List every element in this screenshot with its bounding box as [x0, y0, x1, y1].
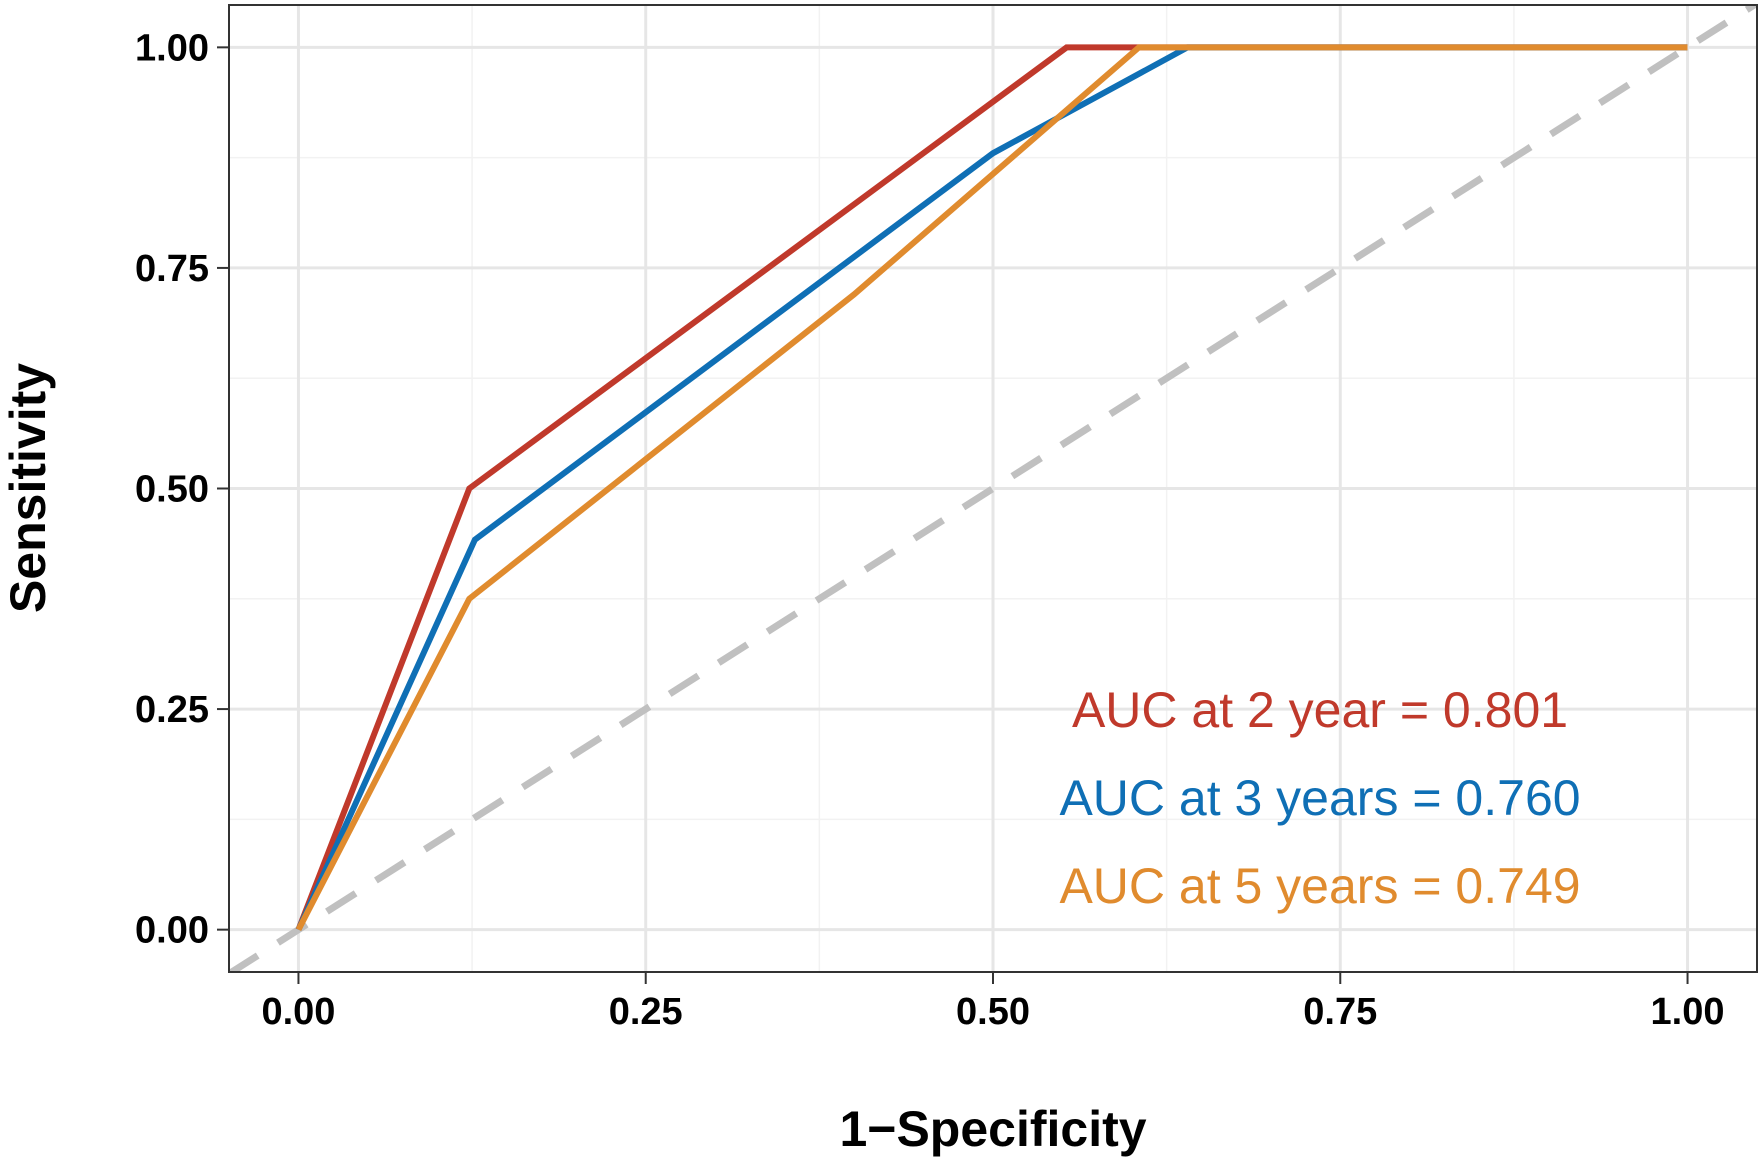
x-tick-label: 1.00 [1651, 991, 1725, 1033]
y-tick-label: 0.50 [135, 469, 209, 511]
auc-annotation-2-year: AUC at 2 year = 0.801 [1072, 682, 1568, 738]
x-tick-label: 0.25 [609, 991, 683, 1033]
auc-annotation-5-years: AUC at 5 years = 0.749 [1059, 858, 1580, 914]
grid [229, 5, 1757, 972]
auc-annotation-3-years: AUC at 3 years = 0.760 [1059, 770, 1580, 826]
series-layer [229, 5, 1757, 972]
y-tick-label: 0.00 [135, 910, 209, 952]
y-axis-title: Sensitivity [0, 363, 56, 613]
x-tick-label: 0.00 [261, 991, 335, 1033]
series-line-5-years [295, 44, 1688, 931]
x-tick-label: 0.75 [1303, 991, 1377, 1033]
y-tick-label: 0.75 [135, 248, 209, 290]
x-axis-title: 1−Specificity [839, 1101, 1146, 1157]
x-tick-label: 0.50 [956, 991, 1030, 1033]
y-tick-label: 1.00 [135, 27, 209, 69]
auc-annotations: AUC at 2 year = 0.801 AUC at 3 years = 0… [1059, 682, 1580, 914]
reference-diagonal-line [229, 5, 1757, 972]
axes: 0.00 0.25 0.50 0.75 1.00 0.00 0.25 0.50 0.75 1.00 [135, 27, 1724, 1033]
y-tick-label: 0.25 [135, 689, 209, 731]
